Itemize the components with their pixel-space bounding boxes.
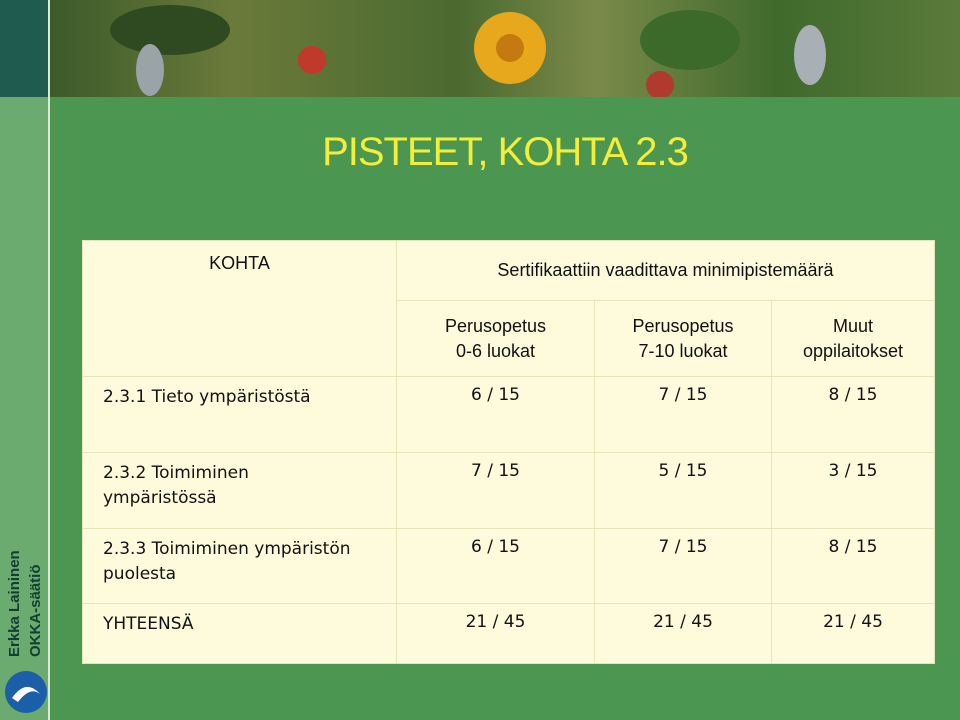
cell-line: 7-10 luokat bbox=[638, 340, 728, 361]
photo-decor bbox=[110, 5, 826, 97]
cell-line: oppilaitokset bbox=[802, 340, 904, 361]
score-cell: 7 / 15 bbox=[594, 528, 772, 604]
score-cell: 5 / 15 bbox=[594, 452, 772, 529]
data-row: 2.3.1 Tieto ympäristöstä 6 / 15 7 / 15 8 / … bbox=[82, 376, 935, 453]
subheader-cell: Perusopetus 7-10 luokat bbox=[594, 300, 772, 377]
row-label: YHTEENSÄ bbox=[82, 603, 397, 664]
cell-line: 0-6 luokat bbox=[455, 340, 536, 361]
cell-line: Muut bbox=[832, 315, 874, 336]
score-cell: 3 / 15 bbox=[771, 452, 935, 529]
score-table: KOHTA Sertifikaattiin vaadittava minimipi… bbox=[82, 240, 935, 664]
data-row: 2.3.3 Toimiminen ympäristön puolesta 6 / 1… bbox=[82, 528, 935, 604]
cell-line: puolesta bbox=[103, 564, 177, 584]
organization: OKKA-säätiö bbox=[27, 564, 44, 657]
data-row: 2.3.2 Toimiminen ympäristössä 7 / 15 5 / 15… bbox=[82, 452, 935, 529]
subheader-cell: Muut oppilaitokset bbox=[771, 300, 935, 377]
sidebar-top bbox=[0, 0, 48, 97]
author: Erkka Laininen bbox=[6, 550, 23, 657]
sidebar-line bbox=[48, 0, 50, 720]
cell-line: Perusopetus bbox=[632, 315, 734, 336]
cell-line: 2.3.3 Toimiminen ympäristön bbox=[103, 539, 351, 559]
row-label: 2.3.3 Toimiminen ympäristön puolesta bbox=[82, 528, 397, 604]
score-cell: 21 / 45 bbox=[594, 603, 772, 664]
subheader-row: Perusopetus 0-6 luokat Perusopetus 7-10 luo… bbox=[83, 300, 935, 377]
cell-line: Perusopetus bbox=[444, 315, 547, 336]
score-cell: 7 / 15 bbox=[594, 376, 772, 453]
score-cell: 7 / 15 bbox=[396, 452, 595, 529]
sidebar bbox=[0, 97, 48, 720]
score-cell: 8 / 15 bbox=[771, 528, 935, 604]
photo-strip bbox=[50, 0, 960, 97]
cell-line: 2.3.1 Tieto ympäristöstä bbox=[103, 387, 311, 407]
header-cell: KOHTA bbox=[82, 240, 397, 377]
row-label: 2.3.2 Toimiminen ympäristössä bbox=[82, 452, 397, 529]
subheader-cell: Perusopetus 0-6 luokat bbox=[396, 300, 595, 377]
logo bbox=[5, 671, 47, 713]
row-label: 2.3.1 Tieto ympäristöstä bbox=[82, 376, 397, 453]
slide-title: PISTEET, KOHTA 2.3 bbox=[322, 130, 689, 174]
cell-line: 2.3.2 Toimiminen bbox=[103, 463, 249, 483]
score-cell: 21 / 45 bbox=[396, 603, 595, 664]
header-row: KOHTA Sertifikaattiin vaadittava minimipi… bbox=[82, 240, 935, 377]
cell-line: YHTEENSÄ bbox=[103, 614, 194, 634]
score-cell: 8 / 15 bbox=[771, 376, 935, 453]
score-cell: 6 / 15 bbox=[396, 528, 595, 604]
data-row: YHTEENSÄ 21 / 45 21 / 45 21 / 45 bbox=[82, 603, 935, 664]
header-cell: Sertifikaattiin vaadittava minimipistemä… bbox=[396, 240, 935, 301]
score-cell: 6 / 15 bbox=[396, 376, 595, 453]
score-cell: 21 / 45 bbox=[771, 603, 935, 664]
cell-line: ympäristössä bbox=[103, 488, 217, 508]
